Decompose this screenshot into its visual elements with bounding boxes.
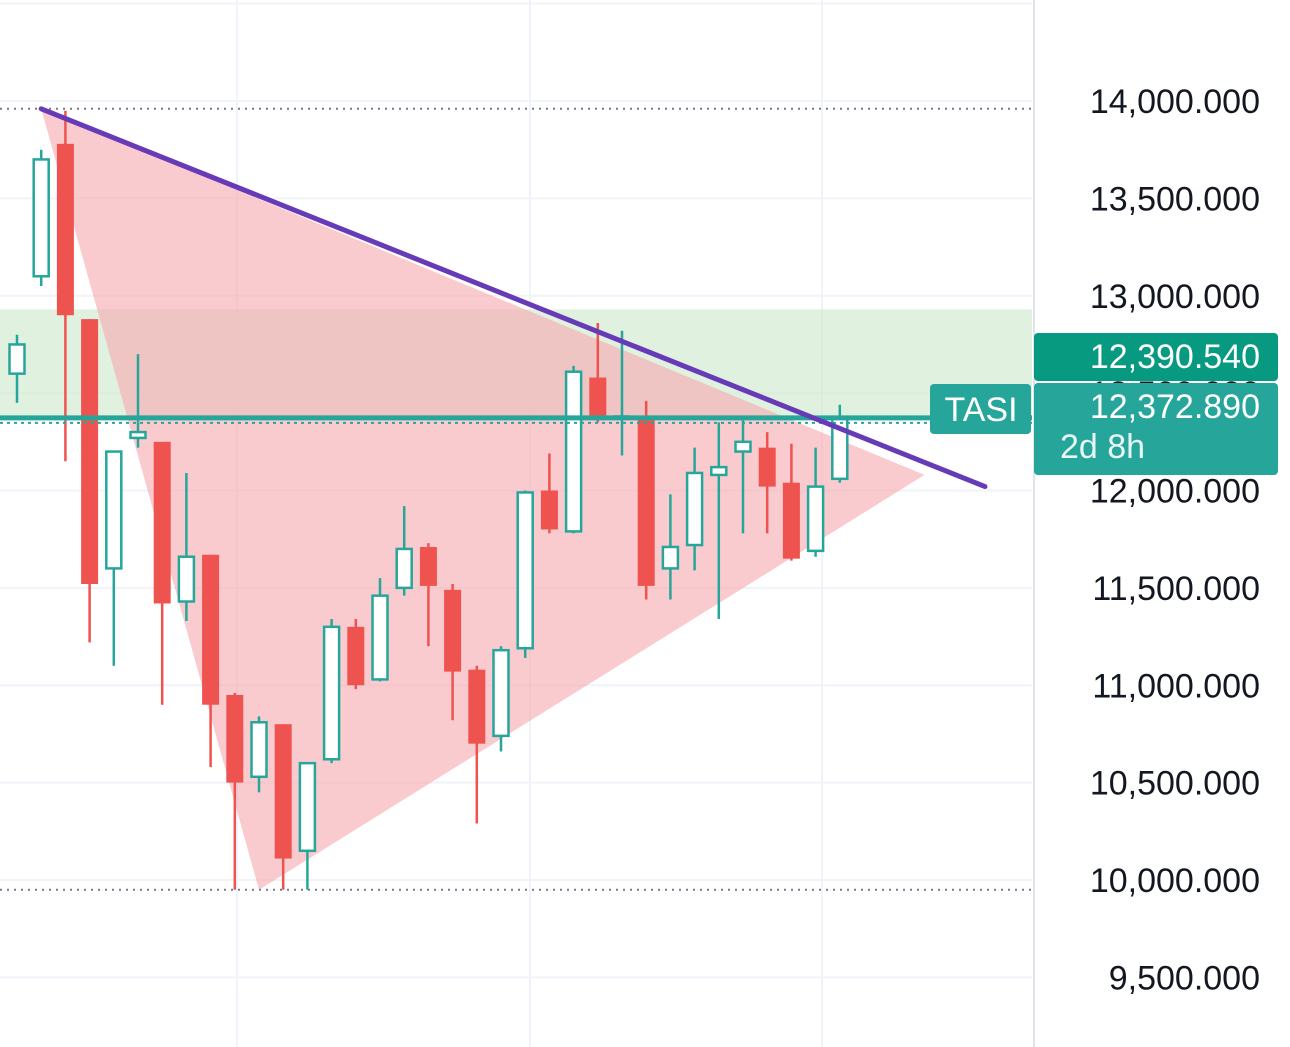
candle-body-up — [395, 547, 413, 590]
candle-body-down — [444, 589, 462, 672]
symbol-tag: TASI — [944, 391, 1017, 429]
candle-body-up — [250, 721, 268, 779]
price-tags: 12,390.540 12,372.890 2d 8h TASI — [930, 333, 1278, 475]
y-tick-label: 9,500.000 — [1109, 959, 1260, 997]
candle-body-down — [226, 694, 244, 783]
countdown-label: 2d 8h — [1060, 428, 1145, 466]
candle-body-up — [806, 485, 825, 553]
y-tick-label: 10,500.000 — [1090, 765, 1260, 803]
candle-body-up — [298, 761, 317, 853]
trendline — [38, 106, 988, 490]
candle-body-up — [516, 491, 534, 650]
candle-body-down — [540, 490, 558, 530]
candle-body-down — [56, 143, 74, 316]
price-axis[interactable]: 9,500.000 10,000.000 10,500.000 11,000.000 1… — [1090, 83, 1260, 997]
candle-body-up — [177, 555, 196, 603]
triangle-pattern — [41, 108, 925, 890]
y-tick-label: 11,000.000 — [1092, 667, 1260, 705]
candle-body-down — [347, 626, 365, 686]
candle-body-down — [81, 319, 99, 584]
last-price-tag-bg — [1034, 383, 1278, 475]
last-price-line — [0, 415, 1032, 424]
candle-body-up — [8, 343, 26, 375]
candle-body-up — [371, 594, 389, 681]
candle-body-down — [589, 377, 607, 419]
candle-body-up — [685, 471, 704, 547]
candle-body-up — [661, 545, 680, 570]
candle-body-down — [202, 554, 220, 705]
candle-body-down — [419, 546, 437, 586]
candle-body-down — [153, 441, 171, 604]
candle-body-down — [758, 447, 776, 487]
candlestick-series — [8, 110, 849, 890]
candle-body-up — [32, 158, 50, 278]
candle-body-down — [637, 418, 655, 586]
y-tick-label: 11,500.000 — [1092, 570, 1260, 608]
candle-body-up — [710, 465, 728, 477]
y-tick-label: 12,000.000 — [1090, 473, 1260, 511]
trend-line[interactable] — [38, 106, 988, 490]
candle-body-up — [492, 648, 510, 738]
y-tick-label: 13,500.000 — [1090, 180, 1260, 218]
triangle-fill — [41, 108, 925, 890]
candle-body-up — [322, 625, 341, 761]
candle-body-down — [468, 669, 486, 744]
candle-body-down — [274, 724, 292, 859]
y-tick-label: 10,000.000 — [1090, 862, 1260, 900]
candle-body-up — [105, 450, 123, 570]
symbol-tag-bg — [930, 384, 1031, 434]
candle-body-down — [782, 482, 800, 559]
upper-price-tag-bg — [1034, 333, 1278, 381]
candle-body-up — [129, 430, 147, 440]
candle-body-up — [734, 440, 752, 453]
last-price-tag: 12,372.890 — [1090, 388, 1260, 426]
candle-body-up — [564, 370, 583, 533]
y-tick-label: 14,000.000 — [1090, 83, 1260, 121]
upper-price-tag: 12,390.540 — [1090, 338, 1260, 376]
y-tick-label: 13,000.000 — [1090, 278, 1260, 316]
